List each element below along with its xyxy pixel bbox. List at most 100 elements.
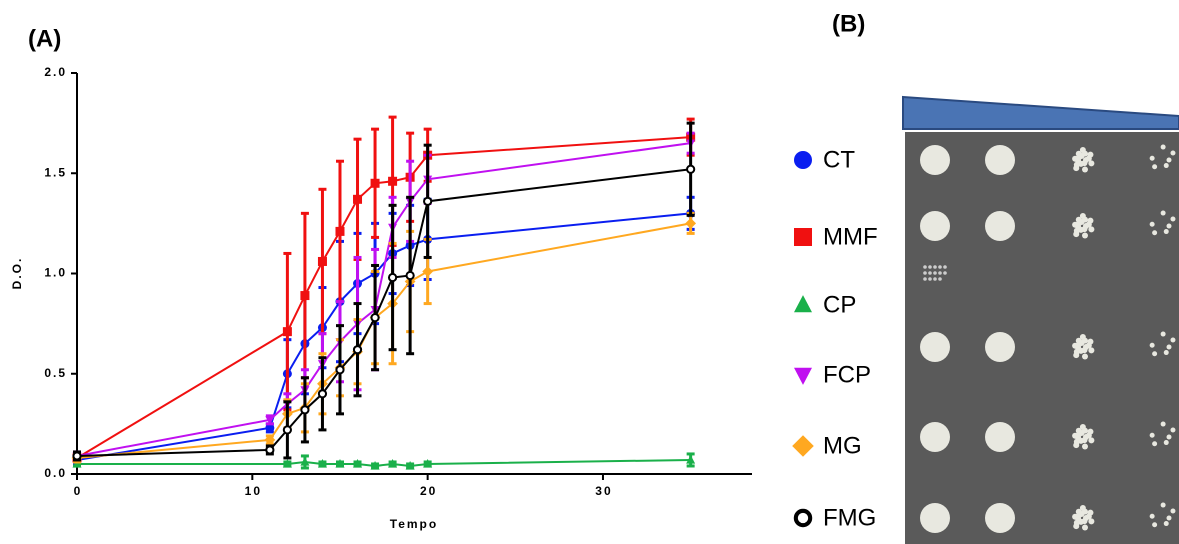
marker (353, 194, 363, 204)
y-tick-label: 1.5 (44, 165, 67, 179)
y-tick-label: 0.5 (44, 366, 67, 380)
colony (920, 332, 950, 362)
colony (1088, 160, 1095, 167)
x-axis-label: Tempo (390, 517, 438, 531)
colony (1078, 511, 1085, 518)
marker (370, 312, 380, 323)
colony (928, 277, 932, 281)
colony (923, 271, 927, 275)
marker (405, 270, 415, 281)
colony (1073, 352, 1080, 359)
colony (1073, 165, 1080, 172)
colony (1166, 344, 1172, 350)
colony (1160, 144, 1166, 150)
legend-label: CT (823, 146, 855, 173)
colony (985, 422, 1015, 452)
colony (1163, 163, 1169, 169)
colony (1149, 513, 1155, 519)
marker (317, 389, 328, 399)
colony (1149, 432, 1155, 438)
marker (282, 425, 293, 435)
colony (1078, 340, 1085, 347)
marker (792, 435, 814, 457)
colony (1085, 155, 1092, 162)
colony (1149, 155, 1155, 161)
marker (405, 461, 415, 470)
marker (370, 178, 380, 188)
panel-label: (B) (832, 10, 865, 37)
colony (1166, 223, 1172, 229)
marker (265, 416, 275, 425)
marker (686, 164, 696, 174)
marker (72, 451, 82, 461)
colony (1170, 216, 1176, 222)
marker (423, 459, 433, 468)
marker (352, 345, 363, 355)
colony (1160, 331, 1166, 337)
colony (1166, 434, 1172, 440)
marker (686, 455, 696, 464)
y-axis-label: D.O. (10, 257, 24, 290)
dilution-wedge (902, 95, 1179, 130)
marker (282, 327, 292, 337)
colony (1088, 347, 1095, 354)
colony (943, 271, 947, 275)
marker (388, 176, 398, 186)
colony (920, 211, 950, 241)
x-tick-label: 10 (245, 484, 262, 498)
colony (938, 271, 942, 275)
series-line (77, 458, 691, 467)
colony (1166, 515, 1172, 521)
colony (985, 332, 1015, 362)
colony (943, 265, 947, 269)
colony (1152, 441, 1158, 447)
colony (1152, 522, 1158, 528)
colony (1160, 210, 1166, 216)
y-tick-label: 2.0 (44, 65, 67, 79)
colony (1081, 166, 1088, 173)
colony (1085, 342, 1092, 349)
x-tick-label: 0 (74, 484, 83, 498)
marker (300, 291, 310, 301)
marker (335, 459, 345, 468)
colony (1160, 421, 1166, 427)
marker (300, 457, 310, 466)
marker (265, 445, 275, 455)
colony (928, 271, 932, 275)
colony (938, 277, 942, 281)
colony (923, 265, 927, 269)
marker (300, 405, 310, 415)
colony (1149, 342, 1155, 348)
colony (1160, 502, 1166, 508)
colony (1081, 353, 1088, 360)
colony (1078, 430, 1085, 437)
colony (1163, 350, 1169, 356)
legend-label: FCP (823, 361, 871, 388)
marker (335, 365, 345, 375)
colony (938, 265, 942, 269)
colony (985, 503, 1015, 533)
colony (1085, 221, 1092, 228)
marker (387, 272, 398, 283)
colony (923, 277, 927, 281)
marker (794, 367, 812, 385)
marker (685, 217, 697, 229)
colony (1152, 164, 1158, 170)
x-tick-label: 30 (595, 484, 612, 498)
y-tick-label: 0.0 (44, 466, 67, 480)
colony (985, 145, 1015, 175)
series-line (76, 222, 691, 459)
colony (933, 271, 937, 275)
panel-label: (A) (28, 25, 61, 52)
marker (335, 226, 345, 236)
colony (1170, 508, 1176, 514)
colony (1078, 153, 1085, 160)
colony (1081, 443, 1088, 450)
colony (1152, 230, 1158, 236)
colony (1152, 351, 1158, 357)
colony (1085, 432, 1092, 439)
marker (353, 459, 363, 468)
colony (920, 145, 950, 175)
marker (423, 196, 433, 206)
